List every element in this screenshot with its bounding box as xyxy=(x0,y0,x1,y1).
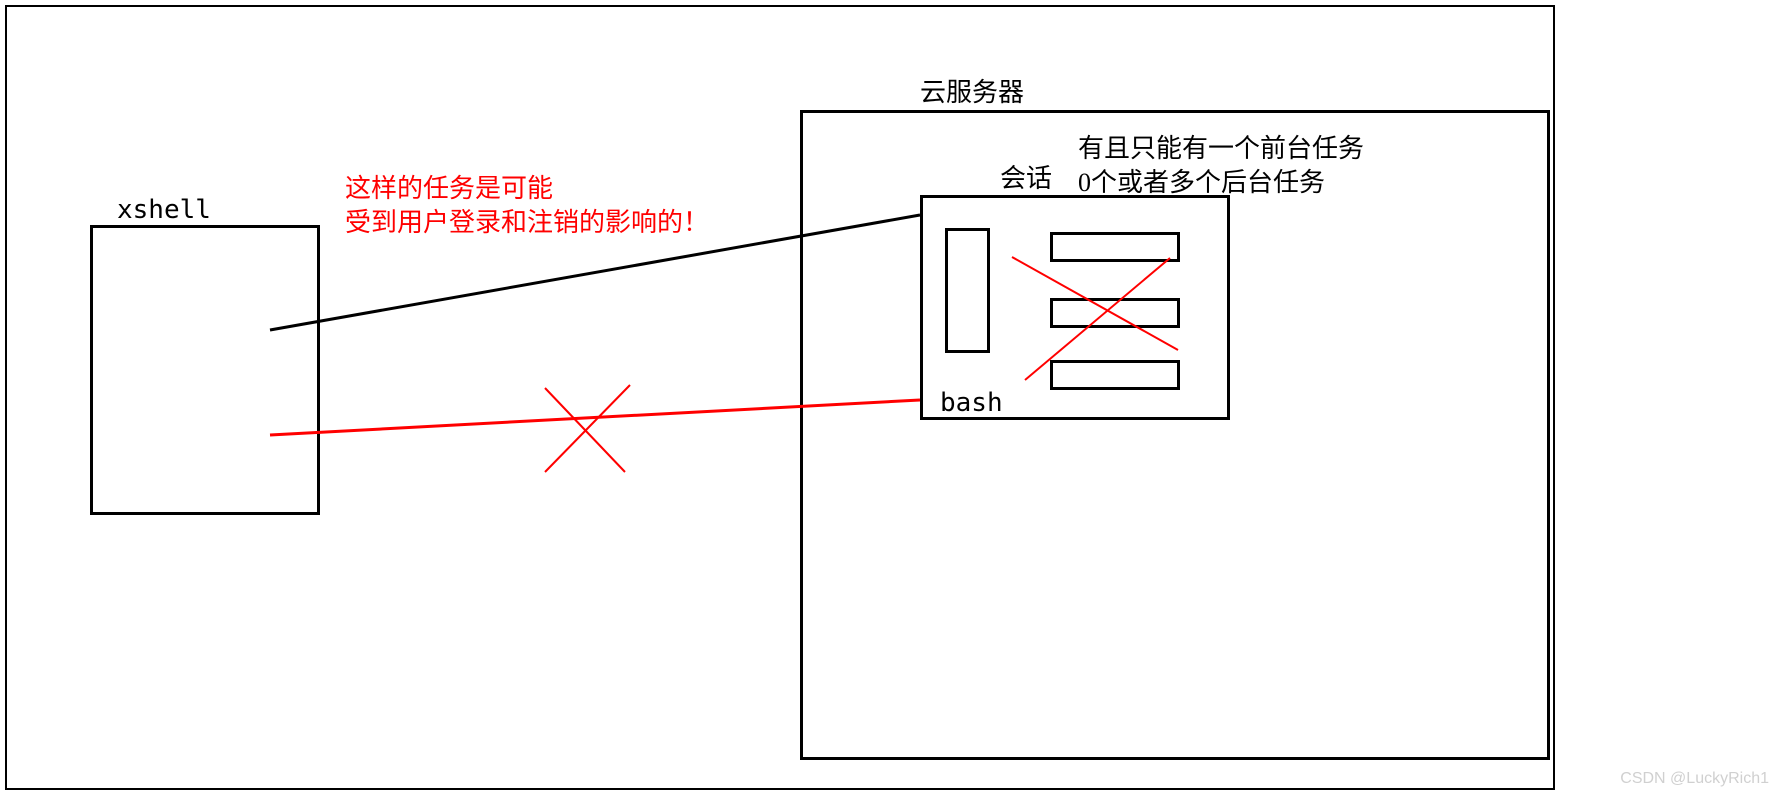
cloud-server-label: 云服务器 xyxy=(920,72,1024,109)
bash-box xyxy=(945,228,990,353)
red-note-line2: 受到用户登录和注销的影响的！ xyxy=(345,202,709,239)
session-label: 会话 xyxy=(1000,158,1052,195)
red-note-line1: 这样的任务是可能 xyxy=(345,168,553,205)
note-foreground-task: 有且只能有一个前台任务 xyxy=(1078,128,1364,165)
bash-label: bash xyxy=(940,388,1003,418)
watermark: CSDN @LuckyRich1 xyxy=(1620,770,1769,788)
note-background-task: 0个或者多个后台任务 xyxy=(1078,162,1325,199)
task-box-2 xyxy=(1050,298,1180,328)
xshell-label: xshell xyxy=(117,195,211,225)
task-box-1 xyxy=(1050,232,1180,262)
diagram-container: 云服务器 xshell 会话 有且只能有一个前台任务 0个或者多个后台任务 这样… xyxy=(0,0,1784,796)
task-box-3 xyxy=(1050,360,1180,390)
xshell-box xyxy=(90,225,320,515)
